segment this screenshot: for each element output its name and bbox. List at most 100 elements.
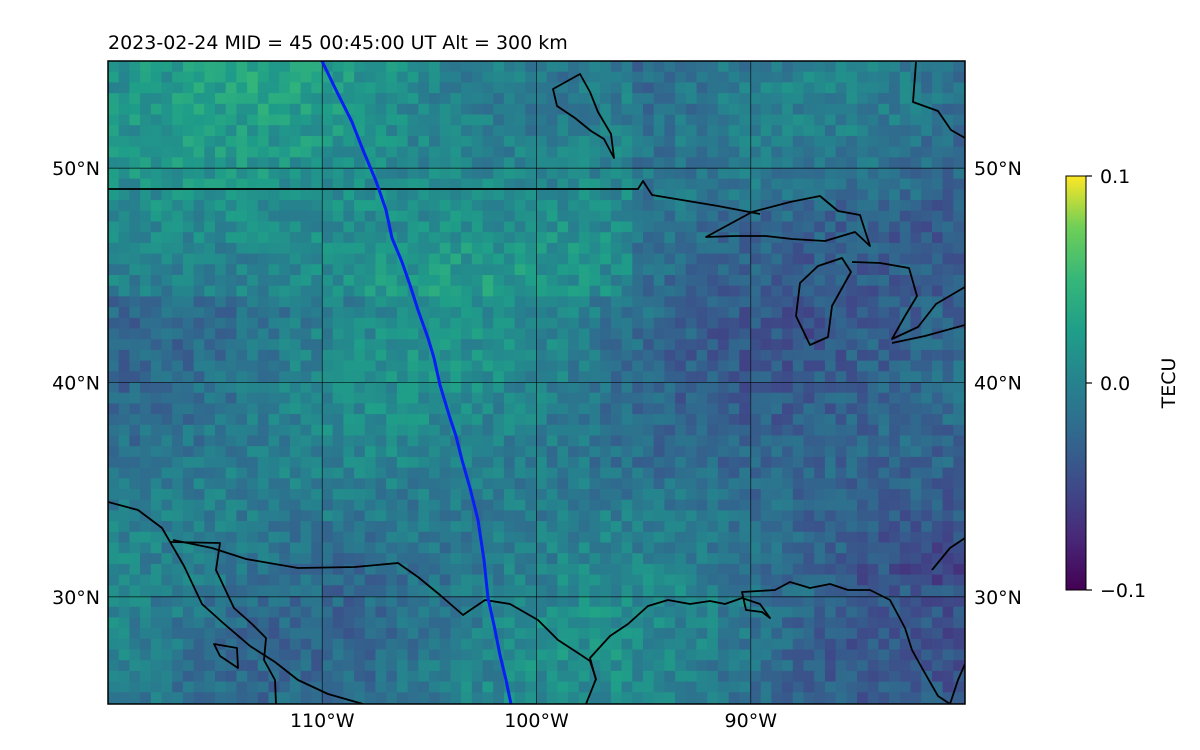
- heatmap-cell: [643, 606, 655, 618]
- heatmap-cell: [835, 681, 847, 693]
- heatmap-cell: [364, 660, 377, 672]
- heatmap-cell: [354, 489, 366, 501]
- heatmap-cell: [568, 660, 580, 672]
- heatmap-cell: [578, 456, 591, 469]
- heatmap-cell: [696, 275, 708, 287]
- heatmap-cell: [118, 296, 130, 308]
- heatmap-cell: [418, 264, 430, 276]
- heatmap-cell: [750, 649, 762, 661]
- heatmap-cell: [546, 135, 558, 148]
- heatmap-cell: [204, 649, 216, 661]
- heatmap-cell: [557, 157, 569, 169]
- heatmap-cell: [396, 275, 409, 287]
- heatmap-cell: [225, 456, 237, 469]
- heatmap-cell: [899, 456, 912, 469]
- heatmap-cell: [525, 135, 537, 148]
- heatmap-cell: [536, 670, 548, 683]
- heatmap-cell: [878, 649, 890, 661]
- heatmap-cell: [140, 125, 152, 137]
- heatmap-cell: [311, 531, 323, 544]
- heatmap-cell: [215, 617, 227, 629]
- heatmap-cell: [471, 692, 484, 704]
- heatmap-cell: [578, 114, 591, 126]
- heatmap-cell: [215, 403, 227, 415]
- heatmap-cell: [953, 157, 965, 169]
- heatmap-cell: [760, 670, 772, 683]
- heatmap-cell: [193, 61, 205, 73]
- heatmap-cell: [717, 628, 730, 640]
- heatmap-cell: [279, 499, 291, 511]
- heatmap-cell: [846, 606, 858, 618]
- heatmap-cell: [247, 585, 259, 597]
- heatmap-cell: [407, 649, 419, 661]
- heatmap-cell: [675, 328, 687, 340]
- heatmap-cell: [172, 307, 184, 319]
- heatmap-cell: [343, 489, 355, 501]
- heatmap-cell: [439, 649, 451, 661]
- heatmap-cell: [311, 542, 323, 554]
- heatmap-cell: [728, 339, 740, 351]
- heatmap-cell: [568, 692, 580, 704]
- heatmap-cell: [653, 435, 665, 447]
- heatmap-cell: [782, 414, 794, 426]
- heatmap-cell: [835, 135, 847, 148]
- heatmap-cell: [557, 414, 569, 426]
- heatmap-cell: [878, 531, 890, 544]
- heatmap-cell: [739, 157, 751, 169]
- heatmap-cell: [247, 114, 259, 126]
- heatmap-cell: [450, 178, 462, 190]
- heatmap-cell: [182, 414, 195, 426]
- heatmap-cell: [878, 189, 890, 201]
- heatmap-cell: [771, 296, 783, 308]
- heatmap-cell: [578, 692, 591, 704]
- heatmap-cell: [268, 456, 280, 469]
- heatmap-cell: [931, 93, 944, 105]
- heatmap-cell: [792, 606, 805, 618]
- heatmap-cell: [247, 510, 259, 522]
- heatmap-cell: [867, 82, 879, 94]
- heatmap-cell: [386, 146, 398, 158]
- heatmap-cell: [257, 660, 270, 672]
- heatmap-cell: [568, 382, 580, 394]
- heatmap-cell: [857, 82, 869, 94]
- heatmap-cell: [300, 467, 312, 479]
- heatmap-cell: [332, 531, 344, 544]
- heatmap-cell: [782, 371, 794, 383]
- heatmap-cell: [471, 317, 484, 330]
- heatmap-cell: [118, 499, 130, 511]
- heatmap-cell: [268, 189, 280, 201]
- heatmap-cell: [942, 585, 954, 597]
- heatmap-cell: [610, 296, 623, 308]
- heatmap-cell: [814, 93, 826, 105]
- heatmap-cell: [632, 125, 644, 137]
- heatmap-cell: [161, 189, 173, 201]
- heatmap-cell: [803, 489, 815, 501]
- heatmap-cell: [407, 168, 419, 180]
- heatmap-cell: [354, 435, 366, 447]
- heatmap-cell: [953, 178, 965, 190]
- heatmap-cell: [482, 317, 494, 330]
- heatmap-cell: [803, 349, 815, 362]
- heatmap-cell: [161, 649, 173, 661]
- heatmap-cell: [140, 285, 152, 297]
- heatmap-cell: [407, 275, 419, 287]
- heatmap-cell: [257, 61, 270, 73]
- heatmap-cell: [236, 82, 248, 94]
- heatmap-cell: [150, 435, 163, 447]
- heatmap-cell: [728, 553, 740, 565]
- heatmap-cell: [129, 521, 141, 533]
- heatmap-cell: [193, 178, 205, 190]
- heatmap-cell: [322, 307, 334, 319]
- heatmap-cell: [857, 574, 869, 586]
- heatmap-cell: [760, 135, 772, 148]
- heatmap-cell: [129, 221, 141, 233]
- heatmap-cell: [418, 296, 430, 308]
- heatmap-cell: [322, 114, 334, 126]
- heatmap-cell: [867, 681, 879, 693]
- heatmap-cell: [792, 210, 805, 223]
- heatmap-cell: [835, 328, 847, 340]
- heatmap-cell: [525, 264, 537, 276]
- heatmap-cell: [450, 93, 462, 105]
- heatmap-cell: [461, 499, 473, 511]
- heatmap-cell: [942, 253, 954, 265]
